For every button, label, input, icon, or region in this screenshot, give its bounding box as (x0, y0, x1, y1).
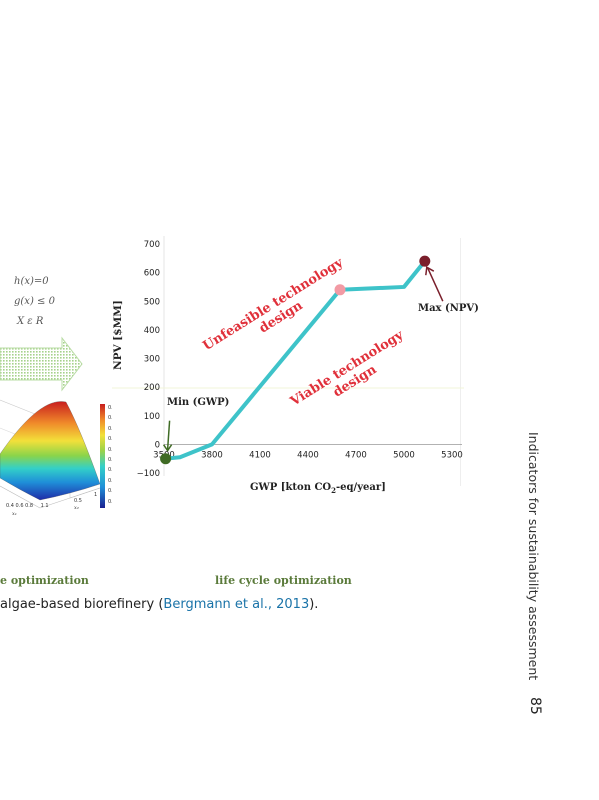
surface-x2-tick: 1 (94, 492, 98, 498)
y-tick-label: 200 (144, 383, 160, 393)
x-tick-label: 3800 (201, 450, 223, 460)
caption-citation[interactable]: Bergmann et al., 2013 (163, 597, 310, 612)
y-tick-label: −100 (137, 469, 160, 479)
x-tick-label: 4700 (345, 450, 367, 460)
min-arrow-head (162, 444, 173, 453)
max-npv-label: Max (NPV) (418, 303, 479, 314)
figure-caption: algae-based biorefinery (Bergmann et al.… (0, 597, 318, 612)
running-title: Indicators for sustainability assessment (526, 432, 541, 681)
max-npv-point (419, 255, 431, 267)
y-tick-label: 0 (155, 440, 160, 450)
right-caption-label: life cycle optimization (215, 574, 352, 587)
surface-x2-tick: 0.5 (74, 498, 82, 504)
constraint-equality: h(x)=0 (14, 276, 49, 287)
x-tick-label: 5300 (441, 450, 463, 460)
axis-tick: 1 (40, 503, 44, 509)
y-tick-label: 400 (144, 326, 160, 336)
flow-arrow (0, 336, 83, 392)
constraint-domain: X ε R (17, 316, 44, 327)
y-tick-label: 600 (144, 269, 160, 279)
x-tick-label: 4100 (249, 450, 271, 460)
surface-x2-label: x₂ (74, 505, 79, 511)
x-axis-label-main: GWP [kton CO (250, 482, 332, 493)
constraint-inequality: g(x) ≤ 0 (14, 296, 55, 307)
left-caption-fragment: e optimization (0, 574, 89, 587)
caption-end: ). (309, 597, 319, 612)
y-tick-label: 700 (144, 240, 160, 250)
min-gwp-point (160, 453, 172, 465)
max-arrow-head (425, 265, 435, 276)
surface-x1-ticks: 0.4 0.6 0.8 1 1 (6, 503, 49, 509)
min-gwp-label: Min (GWP) (167, 397, 230, 408)
x-axis-label-end: -eq/year] (336, 482, 386, 493)
page-number: 85 (527, 697, 543, 715)
colorbar-tick: 0.6 (108, 436, 116, 443)
y-tick-label: 300 (144, 355, 160, 365)
axis-tick: 0.6 (15, 503, 24, 509)
x-axis-label-subscript: 2 (331, 486, 337, 495)
x-axis-label: GWP [kton CO2-eq/year] (250, 482, 386, 495)
x-tick-label: 4400 (297, 450, 319, 460)
caption-text: algae-based biorefinery ( (0, 597, 164, 612)
npv-gwp-series (163, 259, 427, 461)
max-arrow (427, 267, 444, 302)
axis-tick: 0.8 (25, 503, 34, 509)
surface-plot (0, 399, 105, 509)
min-arrow (166, 420, 171, 450)
axis-tick: 1 (45, 503, 49, 509)
x-tick-label: 5000 (393, 450, 415, 460)
axis-tick: 0.4 (6, 503, 14, 509)
y-axis-label: NPV [$MM] (112, 300, 124, 370)
surface-x1-label: x₁ (12, 511, 17, 517)
kink-point (334, 284, 346, 296)
y-tick-label: 500 (144, 297, 160, 307)
y-tick-label: 100 (144, 412, 160, 422)
